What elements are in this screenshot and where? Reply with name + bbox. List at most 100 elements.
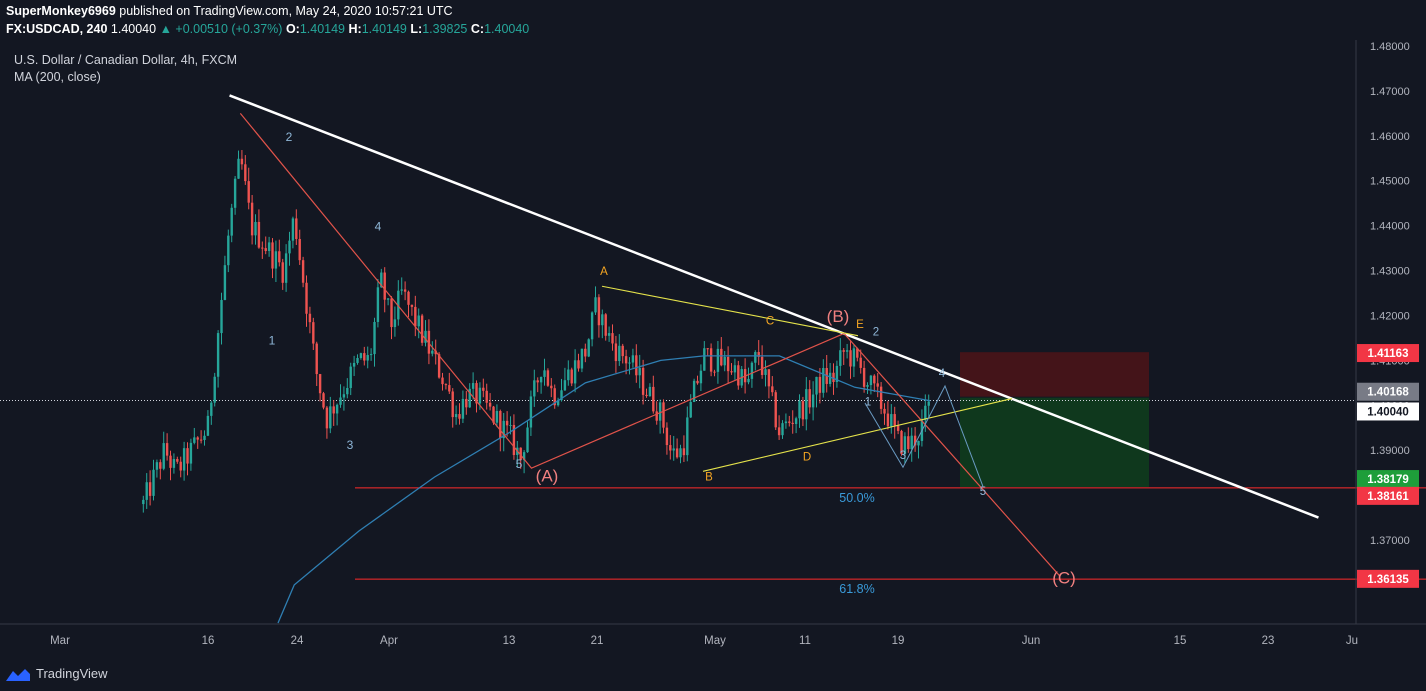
candle-body [148,482,152,496]
price-label: 1.40040 [1367,406,1409,418]
candle-body [876,383,879,387]
candle-body [223,265,227,300]
time-tick-label: Ju [1346,635,1358,647]
candle-body [750,362,754,379]
candle-body [577,360,580,369]
candle-body [261,247,264,249]
wave-label-A: (A) [536,467,559,486]
candle-body [142,499,145,505]
candle-body [879,386,883,409]
chart-legend-indicator[interactable]: MA (200, close) [14,70,101,84]
candle-body [692,380,696,403]
candle-body [927,401,930,406]
candle-body [356,357,359,363]
candle-body [808,389,811,408]
candle-body [512,425,516,455]
candle-body [240,158,244,165]
candle-body [852,348,856,367]
candle-body [383,272,386,300]
publish-date: published on TradingView.com, May 24, 20… [115,4,453,18]
price-tick-label: 1.42000 [1370,310,1410,322]
candle-body [910,435,913,450]
close-label: C: [470,22,485,36]
price-tick-label: 1.44000 [1370,221,1410,233]
candle-body [233,178,237,208]
candle-body [849,350,852,367]
candle-body [733,365,737,373]
author-name[interactable]: SuperMonkey6969 [6,4,116,18]
candle-body [529,396,533,428]
candle-body [346,387,349,395]
candle-body [335,404,339,414]
candle-body [373,321,376,355]
price-chart[interactable]: 50.0% 61.8% 1.48000 1.47000 1.46000 1.45000 1… [0,40,1426,651]
candle-body [604,314,607,336]
candle-body [682,448,686,456]
candle-body [818,376,822,393]
time-tick-label: Jun [1022,635,1041,647]
candle-body [828,372,832,384]
fib-level-label: 61.8% [839,582,874,596]
candle-body [400,289,403,291]
candle-body [230,207,233,236]
candle-body [788,421,791,423]
candle-body [505,420,509,426]
price-tick-label: 1.39000 [1370,445,1410,457]
candle-body [363,353,366,361]
candle-body [539,376,543,383]
candle-body [907,436,910,450]
candle-body [451,391,454,418]
candle-body [329,406,332,429]
low-value: 1.39825 [422,22,468,36]
high-label: H: [348,22,362,36]
candle-body [468,388,471,408]
candle-body [590,312,594,340]
candle-body [713,371,716,373]
candle-body [482,387,485,391]
price-label-box [1357,486,1419,505]
footer-brand[interactable]: TradingView [36,666,108,681]
candle-body [441,377,444,385]
candle-body [420,315,424,343]
candle-body [924,405,927,421]
candle-body [502,420,505,439]
wave-label-3: 3 [347,438,354,452]
candle-body [322,393,325,408]
high-value: 1.40149 [361,22,407,36]
subwave-path [864,384,984,487]
price-label-box [1357,344,1419,363]
subwave-label-1: 1 [865,397,871,409]
candle-body [587,339,590,357]
time-tick-label: 21 [591,635,604,647]
candle-body [553,388,556,406]
wave-label-C: (C) [1052,569,1076,588]
candle-body [291,218,295,241]
price-tick-label: 1.45000 [1370,176,1410,188]
candle-body [475,383,478,404]
candle-body [359,353,363,358]
candle-body [478,387,482,404]
candle-body [407,291,410,305]
candle-body [461,398,465,419]
wave-label-2: 2 [286,130,293,144]
subwave-label-2: 2 [873,327,879,339]
candle-body [305,282,308,314]
price-label: 1.38161 [1367,491,1409,503]
candle-body [645,394,648,397]
candle-body [522,452,526,460]
candle-body [913,435,917,446]
candle-body [665,427,669,446]
symbol-info: FX:USDCAD, 240 1.40040 ▲ +0.00510 (+0.37… [6,22,529,36]
symbol: FX:USDCAD, 240 [6,22,108,36]
price-label-box [1357,402,1419,421]
candle-body [903,436,907,454]
triangle-label-D: D [803,452,811,464]
candle-body [856,348,859,358]
candle-body [842,350,845,352]
candle-body [917,440,920,446]
candle-body [832,372,835,383]
candle-body [448,385,451,392]
candle-body [570,369,573,384]
candle-body [628,362,631,364]
candle-body [349,366,352,388]
